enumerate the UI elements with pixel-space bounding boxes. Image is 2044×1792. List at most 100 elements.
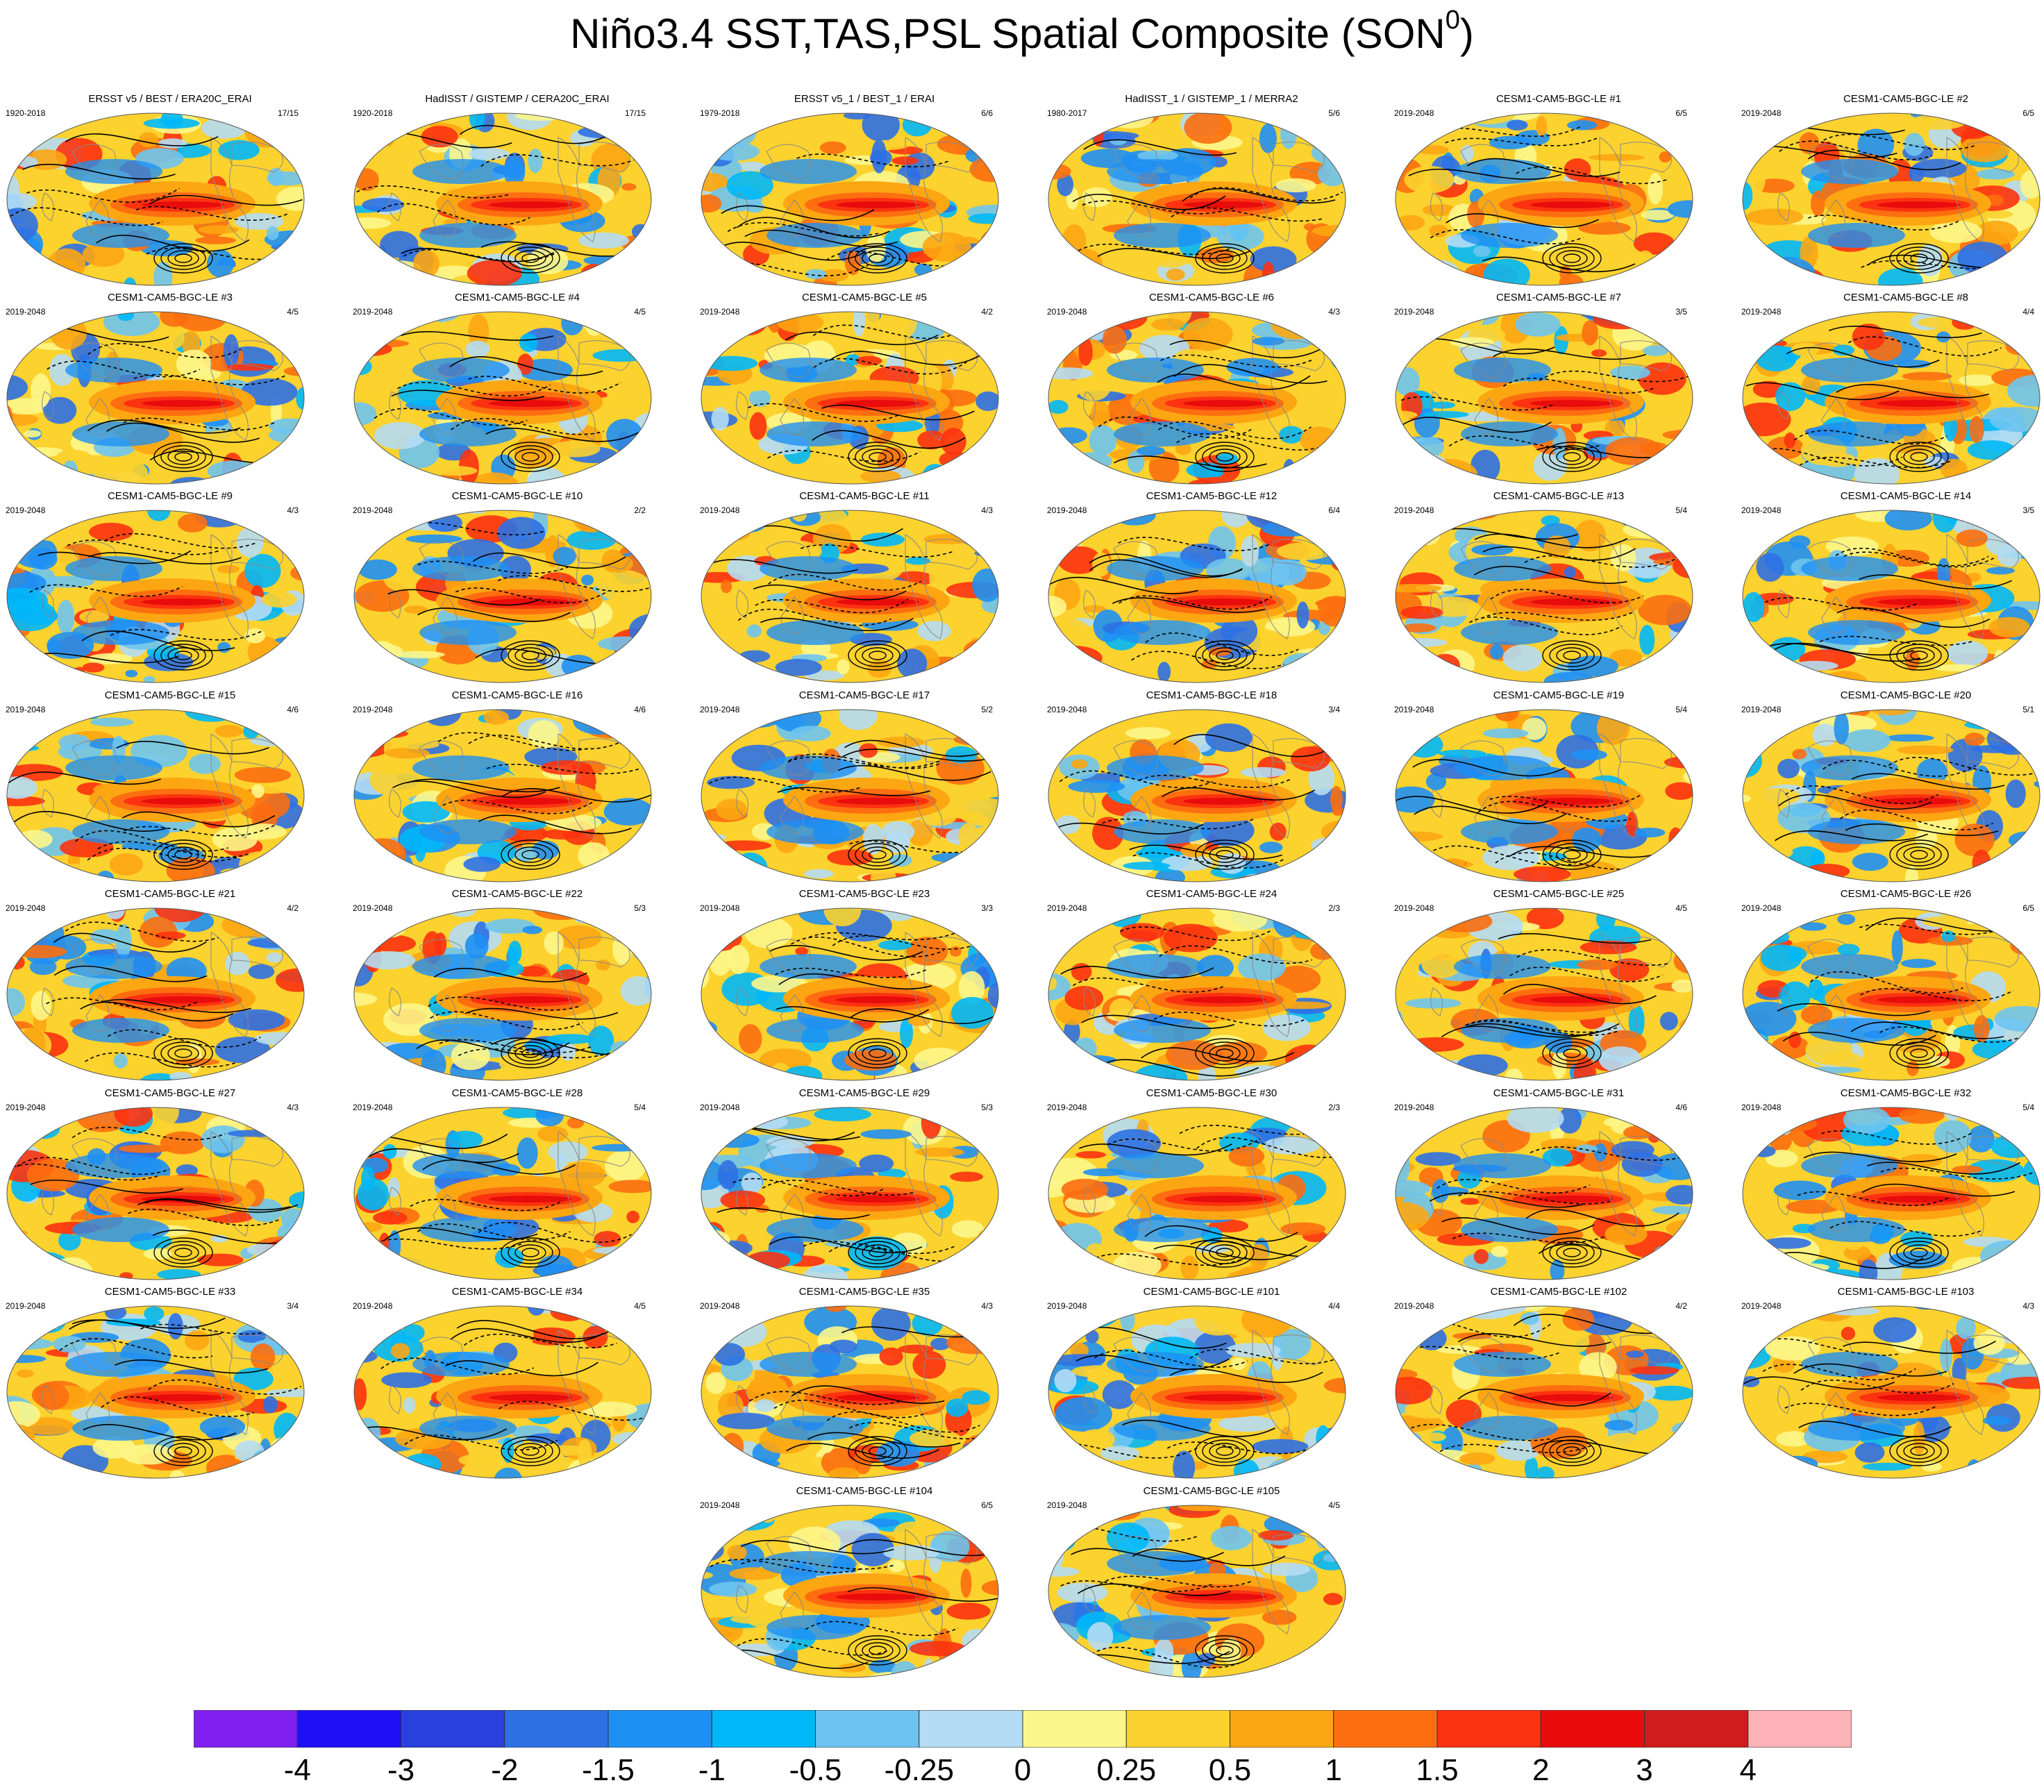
anomaly-field	[1743, 510, 2040, 683]
panel-event-count: 6/5	[2022, 903, 2034, 913]
panel-period: 2019-2048	[700, 903, 740, 913]
composite-panel: CESM1-CAM5-BGC-LE #8 2019-2048 4/4	[1736, 292, 2044, 490]
panel-title: ERSST v5 / BEST / ERA20C_ERAI	[88, 93, 252, 105]
panel-period: 2019-2048	[700, 505, 740, 515]
panel-period: 1979-2018	[700, 108, 740, 118]
composite-map	[1048, 311, 1346, 485]
panel-period: 2019-2048	[1394, 505, 1434, 515]
composite-map	[353, 1305, 652, 1479]
panel-title: CESM1-CAM5-BGC-LE #21	[104, 888, 236, 900]
panel-event-count: 3/4	[1328, 705, 1340, 714]
composite-map	[1048, 1107, 1346, 1280]
panel-period: 2019-2048	[1394, 1103, 1434, 1112]
composite-panel: CESM1-CAM5-BGC-LE #19 2019-2048 5/4	[1389, 689, 1729, 888]
panel-title: CESM1-CAM5-BGC-LE #101	[1143, 1286, 1280, 1298]
panel-period: 2019-2048	[1394, 705, 1434, 714]
panel-event-count: 3/3	[981, 903, 993, 913]
panel-event-count: 4/2	[287, 903, 299, 913]
panel-title: HadISST_1 / GISTEMP_1 / MERRA2	[1125, 93, 1298, 105]
anomaly-field	[1048, 1107, 1346, 1280]
anomaly-field	[354, 1306, 651, 1478]
panel-title: CESM1-CAM5-BGC-LE #23	[798, 888, 930, 900]
panel-title: CESM1-CAM5-BGC-LE #35	[798, 1286, 930, 1298]
panel-event-count: 4/5	[634, 307, 646, 317]
anomaly-field	[7, 710, 304, 882]
anomaly-field	[1743, 908, 2040, 1080]
panel-title: CESM1-CAM5-BGC-LE #105	[1143, 1485, 1280, 1497]
composite-map	[701, 709, 999, 882]
panel-period: 2019-2048	[1741, 108, 1782, 118]
composite-map	[1395, 510, 1693, 683]
composite-panel: CESM1-CAM5-BGC-LE #11 2019-2048 4/3	[694, 490, 1034, 689]
panel-period: 2019-2048	[353, 505, 393, 515]
composite-panel: CESM1-CAM5-BGC-LE #14 2019-2048 3/5	[1736, 490, 2044, 689]
composite-panel: CESM1-CAM5-BGC-LE #16 2019-2048 4/6	[347, 689, 687, 888]
composite-map	[353, 907, 652, 1081]
colorbar-tick-label: -3	[387, 1753, 415, 1787]
composite-panel: CESM1-CAM5-BGC-LE #103 2019-2048 4/3	[1736, 1286, 2044, 1484]
colorbar-tick-label: 2	[1532, 1753, 1550, 1787]
panel-period: 2019-2048	[1047, 307, 1087, 317]
colorbar-swatch	[1022, 1710, 1127, 1748]
panel-period: 1920-2018	[6, 108, 46, 118]
panel-title: CESM1-CAM5-BGC-LE #2	[1843, 93, 1969, 105]
panel-period: 2019-2048	[1741, 903, 1782, 913]
composite-map	[1742, 907, 2041, 1081]
panel-title: CESM1-CAM5-BGC-LE #15	[104, 689, 236, 701]
composite-map	[6, 907, 305, 1081]
composite-panel: CESM1-CAM5-BGC-LE #1 2019-2048 6/5	[1389, 93, 1729, 292]
panel-event-count: 6/5	[1675, 108, 1687, 118]
panel-title: CESM1-CAM5-BGC-LE #4	[454, 292, 580, 303]
colorbar-tick-label: 4	[1739, 1753, 1757, 1787]
panel-title: CESM1-CAM5-BGC-LE #8	[1843, 292, 1969, 303]
anomaly-field	[1396, 710, 1693, 882]
composite-map	[353, 709, 652, 882]
composite-map	[701, 907, 999, 1081]
panel-event-count: 2/3	[1328, 903, 1340, 913]
composite-panel: CESM1-CAM5-BGC-LE #17 2019-2048 5/2	[694, 689, 1034, 888]
anomaly-field	[701, 1107, 998, 1280]
anomaly-field	[701, 908, 998, 1080]
panel-title: CESM1-CAM5-BGC-LE #24	[1146, 888, 1278, 900]
anomaly-field	[354, 113, 651, 285]
composite-map	[1395, 907, 1693, 1081]
panel-event-count: 4/5	[634, 1301, 646, 1311]
composite-panel: CESM1-CAM5-BGC-LE #27 2019-2048 4/3	[0, 1087, 340, 1286]
composite-map	[701, 1107, 999, 1280]
panel-event-count: 4/5	[1675, 903, 1687, 913]
panel-title: CESM1-CAM5-BGC-LE #103	[1837, 1286, 1975, 1298]
composite-map	[1048, 1505, 1346, 1678]
panel-period: 2019-2048	[1047, 903, 1087, 913]
composite-panel: CESM1-CAM5-BGC-LE #32 2019-2048 5/4	[1736, 1087, 2044, 1286]
colorbar-swatch	[401, 1710, 505, 1748]
composite-panel: CESM1-CAM5-BGC-LE #10 2019-2048 2/2	[347, 490, 687, 689]
composite-panel: CESM1-CAM5-BGC-LE #26 2019-2048 6/5	[1736, 888, 2044, 1087]
colorbar-tick-label: 0.25	[1096, 1753, 1157, 1787]
page-title: Niño3.4 SST,TAS,PSL Spatial Composite (S…	[0, 3, 2044, 65]
anomaly-field	[354, 710, 651, 882]
panel-event-count: 5/4	[2022, 1103, 2034, 1112]
colorbar-swatch	[1540, 1710, 1645, 1748]
page-title-superscript: 0	[1445, 6, 1460, 35]
panel-title: CESM1-CAM5-BGC-LE #16	[451, 689, 583, 701]
panel-event-count: 17/15	[624, 108, 646, 118]
composite-map	[1742, 1305, 2041, 1479]
anomaly-field	[701, 1505, 998, 1677]
panel-title: CESM1-CAM5-BGC-LE #104	[796, 1485, 933, 1497]
colorbar-tick-label: 3	[1636, 1753, 1653, 1787]
panel-period: 2019-2048	[6, 903, 46, 913]
panel-event-count: 4/3	[287, 505, 299, 515]
composite-map	[6, 510, 305, 683]
composite-panel: CESM1-CAM5-BGC-LE #104 2019-2048 6/5	[694, 1485, 1034, 1684]
composite-panel: CESM1-CAM5-BGC-LE #31 2019-2048 4/6	[1389, 1087, 1729, 1286]
panel-period: 2019-2048	[353, 705, 393, 714]
anomaly-field	[1743, 710, 2040, 882]
composite-map	[701, 311, 999, 485]
composite-panel: CESM1-CAM5-BGC-LE #101 2019-2048 4/4	[1041, 1286, 1382, 1484]
panel-event-count: 6/4	[1328, 505, 1340, 515]
panel-event-count: 17/15	[277, 108, 299, 118]
panel-period: 2019-2048	[1741, 705, 1782, 714]
panel-period: 2019-2048	[6, 505, 46, 515]
anomaly-field	[354, 1107, 651, 1280]
composite-panel: CESM1-CAM5-BGC-LE #28 2019-2048 5/4	[347, 1087, 687, 1286]
